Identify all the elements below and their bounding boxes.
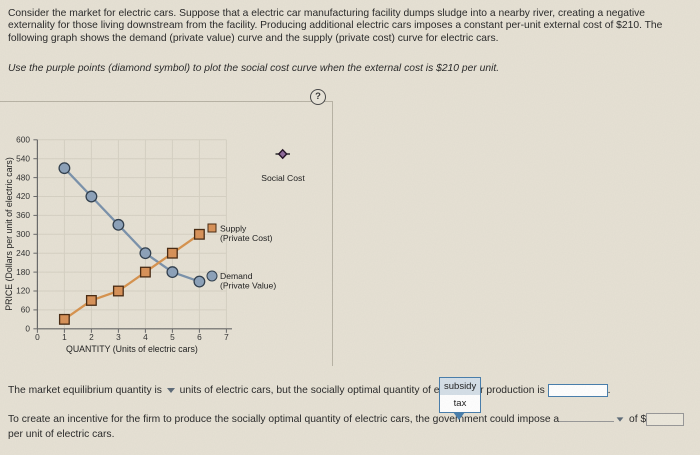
svg-text:2: 2 <box>89 332 94 342</box>
svg-text:0: 0 <box>35 332 40 342</box>
svg-text:QUANTITY (Units of electric ca: QUANTITY (Units of electric cars) <box>66 344 198 354</box>
svg-text:5: 5 <box>170 332 175 342</box>
svg-text:180: 180 <box>16 267 30 277</box>
svg-text:4: 4 <box>143 332 148 342</box>
svg-text:600: 600 <box>16 135 30 145</box>
svg-text:(Private Cost): (Private Cost) <box>220 233 273 243</box>
svg-text:Demand: Demand <box>220 271 253 281</box>
svg-text:1: 1 <box>62 332 67 342</box>
svg-text:300: 300 <box>16 229 30 239</box>
svg-text:Supply: Supply <box>220 224 247 234</box>
svg-text:6: 6 <box>197 332 202 342</box>
svg-text:(Private Value): (Private Value) <box>220 281 276 291</box>
svg-text:Social Cost: Social Cost <box>261 173 305 183</box>
svg-text:60: 60 <box>21 305 31 315</box>
svg-text:7: 7 <box>224 332 229 342</box>
svg-text:420: 420 <box>16 191 30 201</box>
svg-text:360: 360 <box>16 210 30 220</box>
svg-text:PRICE (Dollars per unit of ele: PRICE (Dollars per unit of electric cars… <box>4 157 14 311</box>
svg-text:540: 540 <box>16 153 30 163</box>
svg-text:120: 120 <box>16 286 30 296</box>
svg-text:3: 3 <box>116 332 121 342</box>
svg-text:480: 480 <box>16 172 30 182</box>
svg-text:240: 240 <box>16 248 30 258</box>
svg-text:0: 0 <box>25 324 30 334</box>
